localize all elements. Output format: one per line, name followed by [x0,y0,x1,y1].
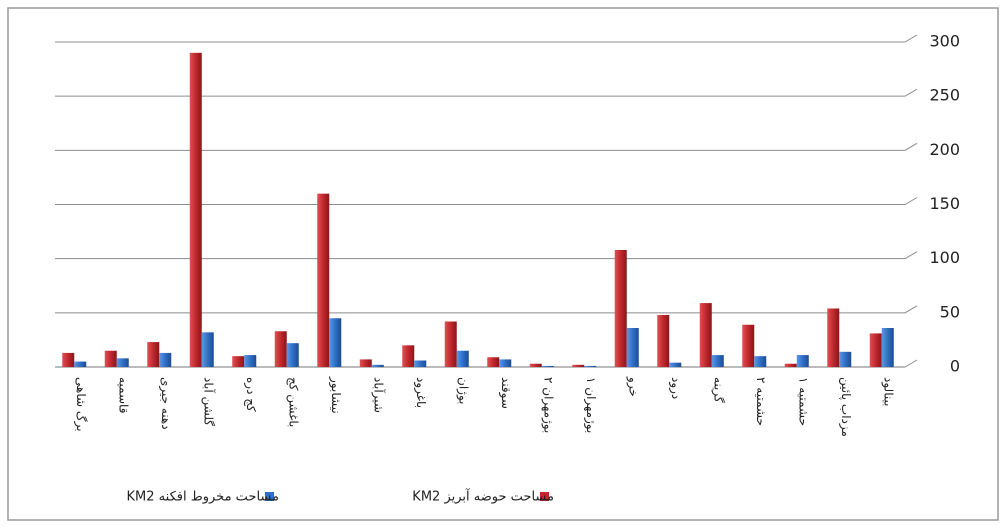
bar [159,352,172,367]
bar [286,343,299,367]
bar [274,331,287,367]
bar [371,364,384,367]
x-tick-label: حشمتیه ۱ [796,377,810,426]
bar [62,352,75,367]
y-tick-label: 250 [929,86,960,105]
x-tick-label: شیرآباد [370,377,386,413]
bar [827,308,840,367]
bar [414,360,427,367]
bar [444,321,457,367]
bar [796,355,809,367]
y-tick-label: 300 [929,32,960,51]
bar [614,250,627,367]
bar [74,361,87,367]
bar [742,324,755,367]
bar [669,362,682,367]
x-tick-label: بوژمهران ۲ [540,377,555,433]
bar [529,363,542,367]
y-tick-label: 0 [950,357,960,376]
x-tick-label: نیشابور [328,376,343,414]
x-tick-label: باغرود [413,377,428,408]
bar [699,303,712,367]
bar [487,357,500,367]
legend-label: مساحت مخروط افکنه KM2 [127,490,279,505]
bar [456,350,469,367]
bar [147,342,160,367]
bar [754,356,767,367]
grid-line [55,197,918,205]
legend-swatch [540,492,549,501]
bar [317,193,330,367]
legend-label: مساحت حوضه آبریز KM2 [412,488,554,505]
bar [499,359,512,367]
x-tick-label: حشمتیه ۲ [754,377,768,426]
bar [329,318,342,367]
bar [881,328,894,367]
bar [626,328,639,367]
bar [657,315,670,367]
bar [116,358,129,367]
bar [839,351,852,367]
y-tick-label: 100 [929,248,960,267]
x-tick-label: سوقند [498,377,513,409]
x-tick-label: کج دره [243,377,258,412]
bar [584,365,597,367]
y-tick-label: 200 [929,140,960,159]
bar [201,332,214,367]
bar [189,52,202,367]
bar [402,345,415,367]
x-tick-label: مزداب پائین [838,377,853,437]
bar [541,365,554,367]
x-tick-label: برگ شاهی [73,377,88,432]
x-tick-label: باغشن کج [285,377,300,427]
legend-swatch [265,492,274,501]
y-tick-label: 150 [929,194,960,213]
x-tick-label: دهنه جیری [158,377,173,430]
y-tick-label: 50 [940,302,960,321]
x-tick-label: گرینه [710,377,725,403]
bar [359,359,372,367]
grid-line [55,142,918,151]
bar [711,355,724,367]
bar [244,355,257,367]
x-tick-label: قاسمیه [116,377,130,413]
x-tick-label: بوژمهران ۱ [583,377,598,433]
bar [869,333,882,367]
bar [784,363,797,367]
x-tick-label: گلشن آباد [200,377,216,426]
frame [7,7,999,521]
x-tick-label: بینالود [880,377,895,406]
x-tick-label: خرو [625,376,640,397]
bar [232,356,245,367]
grid-line [55,251,918,260]
x-tick-label: بوژان [455,377,470,404]
x-tick-label: درود [668,377,683,399]
grid-line [55,34,918,43]
grid-line [55,88,918,97]
grid-line [55,305,918,314]
bar [572,364,585,367]
bar [104,350,117,367]
